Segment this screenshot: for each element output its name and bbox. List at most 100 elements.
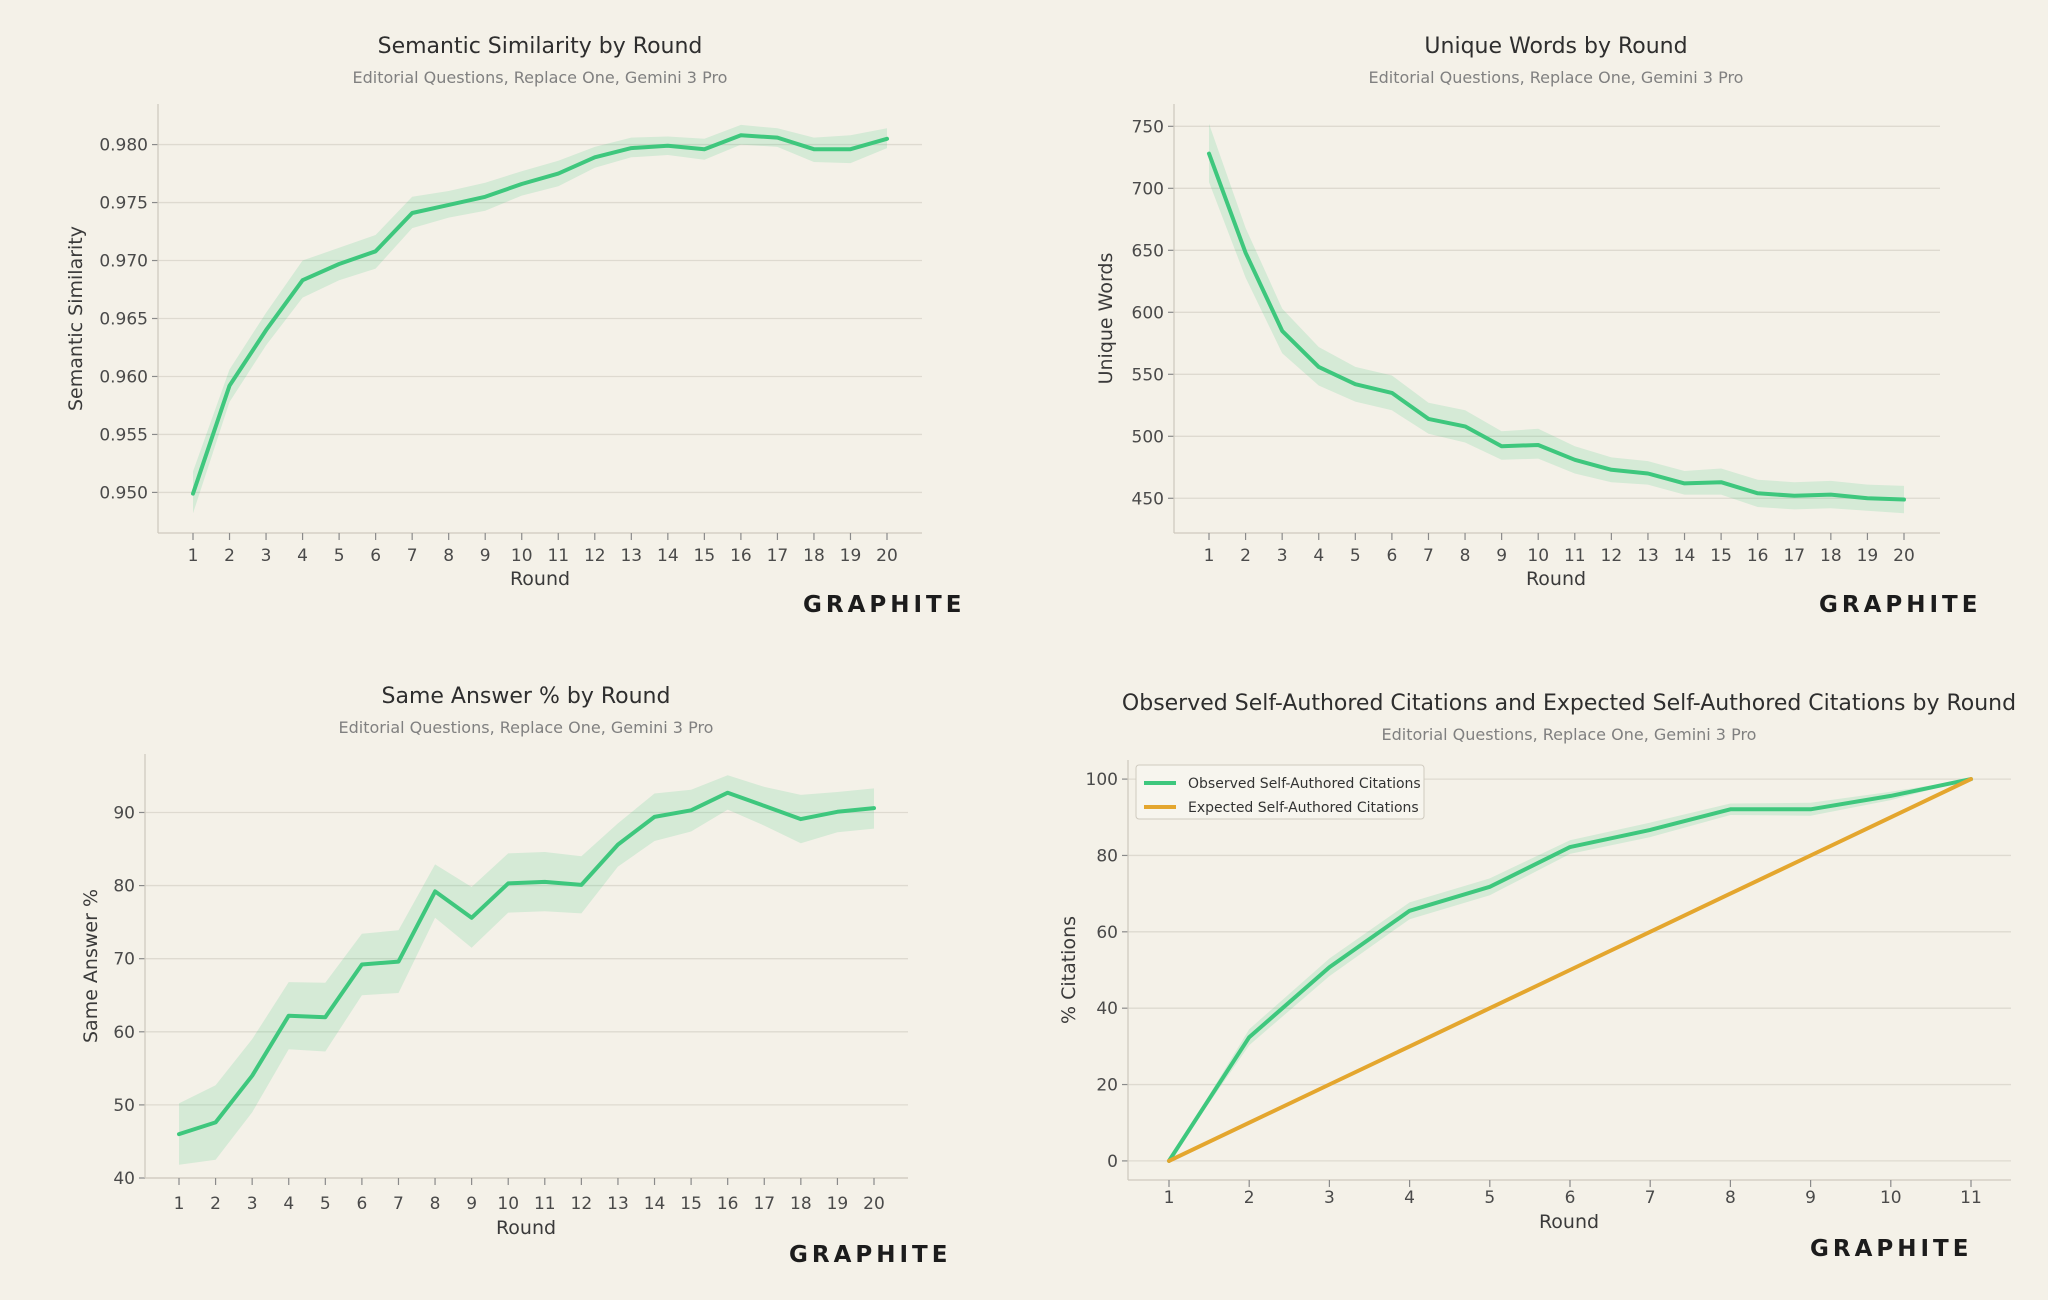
x-tick-label: 16 [1747, 546, 1769, 566]
x-tick-label: 13 [607, 1194, 629, 1214]
x-tick-label: 3 [247, 1194, 258, 1214]
x-tick-label: 20 [863, 1194, 885, 1214]
x-tick-label: 9 [1805, 1188, 1816, 1208]
x-tick-label: 1 [174, 1194, 185, 1214]
y-tick-label: 0.975 [99, 194, 148, 214]
x-tick-label: 7 [1645, 1188, 1656, 1208]
x-tick-label: 4 [283, 1194, 294, 1214]
series-line-0 [1167, 777, 1973, 1163]
x-axis-label: Round [1539, 1211, 1599, 1233]
x-tick-label: 8 [1725, 1188, 1736, 1208]
y-tick-label: 500 [1132, 427, 1164, 447]
x-tick-label: 17 [1783, 546, 1805, 566]
y-tick-label: 0 [1107, 1152, 1118, 1172]
x-tick-label: 15 [694, 546, 716, 566]
x-tick-label: 8 [1460, 546, 1471, 566]
series-line [1207, 151, 1906, 502]
x-tick-label: 1 [1204, 546, 1215, 566]
chart-title: Observed Self-Authored Citations and Exp… [1122, 691, 2016, 716]
y-tick-label: 600 [1132, 303, 1164, 323]
x-tick-label: 3 [1324, 1188, 1335, 1208]
x-tick-label: 10 [1527, 546, 1549, 566]
x-tick-label: 20 [876, 546, 898, 566]
x-tick-label: 20 [1893, 546, 1915, 566]
y-axis-label: % Citations [1058, 916, 1080, 1024]
x-tick-label: 6 [356, 1194, 367, 1214]
x-tick-label: 5 [320, 1194, 331, 1214]
y-tick-label: 20 [1096, 1076, 1118, 1096]
x-tick-label: 10 [511, 546, 533, 566]
series-line [177, 790, 876, 1137]
chart-subtitle: Editorial Questions, Replace One, Gemini… [353, 68, 728, 87]
x-tick-label: 17 [767, 546, 789, 566]
x-tick-label: 5 [1484, 1188, 1495, 1208]
y-tick-label: 80 [113, 877, 135, 897]
x-tick-label: 12 [571, 1194, 593, 1214]
x-tick-label: 10 [1880, 1188, 1902, 1208]
x-tick-label: 8 [430, 1194, 441, 1214]
y-tick-label: 0.980 [99, 136, 148, 156]
x-tick-label: 1 [1164, 1188, 1175, 1208]
x-tick-label: 2 [1244, 1188, 1255, 1208]
y-axis-label: Same Answer % [80, 889, 102, 1043]
x-tick-label: 6 [1565, 1188, 1576, 1208]
y-tick-label: 50 [113, 1096, 135, 1116]
graphite-logo: GRAPHITE [789, 1242, 951, 1268]
x-tick-label: 18 [790, 1194, 812, 1214]
x-tick-label: 13 [1637, 546, 1659, 566]
y-tick-label: 0.950 [99, 483, 148, 503]
x-tick-label: 6 [370, 546, 381, 566]
y-tick-label: 80 [1096, 846, 1118, 866]
x-tick-label: 18 [803, 546, 825, 566]
x-tick-label: 4 [1404, 1188, 1415, 1208]
x-tick-label: 4 [1313, 546, 1324, 566]
x-tick-label: 9 [466, 1194, 477, 1214]
y-tick-label: 0.955 [99, 425, 148, 445]
graphite-logo: GRAPHITE [1810, 1236, 1972, 1262]
graphite-logo: GRAPHITE [1819, 592, 1981, 618]
x-tick-label: 14 [1674, 546, 1696, 566]
x-tick-label: 4 [297, 546, 308, 566]
x-tick-label: 15 [680, 1194, 702, 1214]
x-tick-label: 11 [534, 1194, 556, 1214]
y-tick-label: 650 [1132, 241, 1164, 261]
x-tick-label: 5 [1350, 546, 1361, 566]
x-tick-label: 16 [717, 1194, 739, 1214]
x-tick-label: 19 [1857, 546, 1879, 566]
x-tick-label: 7 [407, 546, 418, 566]
x-tick-label: 2 [1240, 546, 1251, 566]
x-tick-label: 12 [1601, 546, 1623, 566]
y-tick-label: 40 [113, 1169, 135, 1189]
graphite-logo: GRAPHITE [803, 592, 965, 618]
chart-legend: Observed Self-Authored Citations Expected… [1135, 764, 1425, 820]
confidence-band [179, 775, 874, 1165]
y-tick-label: 100 [1086, 770, 1118, 790]
x-tick-label: 11 [1564, 546, 1586, 566]
chart-panel-2: Unique Words by Round Editorial Questions… [1095, 34, 1981, 618]
x-tick-label: 19 [827, 1194, 849, 1214]
chart-panel-3: Same Answer % by Round Editorial Question… [80, 684, 951, 1268]
y-tick-label: 60 [113, 1023, 135, 1043]
legend-box [1135, 764, 1425, 820]
x-tick-label: 18 [1820, 546, 1842, 566]
x-tick-label: 9 [1496, 546, 1507, 566]
y-tick-label: 700 [1132, 179, 1164, 199]
x-tick-label: 7 [393, 1194, 404, 1214]
x-tick-label: 16 [730, 546, 752, 566]
y-tick-label: 0.960 [99, 367, 148, 387]
x-tick-label: 14 [657, 546, 679, 566]
x-tick-label: 3 [261, 546, 272, 566]
x-tick-label: 5 [334, 546, 345, 566]
y-tick-label: 0.970 [99, 252, 148, 272]
legend-label: Observed Self-Authored Citations [1188, 776, 1421, 792]
x-tick-label: 2 [210, 1194, 221, 1214]
chart-subtitle: Editorial Questions, Replace One, Gemini… [1382, 725, 1757, 744]
x-tick-label: 11 [1960, 1188, 1982, 1208]
chart-panel-1: Semantic Similarity by Round Editorial Qu… [65, 34, 965, 618]
x-tick-label: 19 [840, 546, 862, 566]
y-tick-label: 40 [1096, 999, 1118, 1019]
x-tick-label: 17 [753, 1194, 775, 1214]
x-tick-label: 13 [620, 546, 642, 566]
confidence-band [1169, 779, 1971, 1161]
